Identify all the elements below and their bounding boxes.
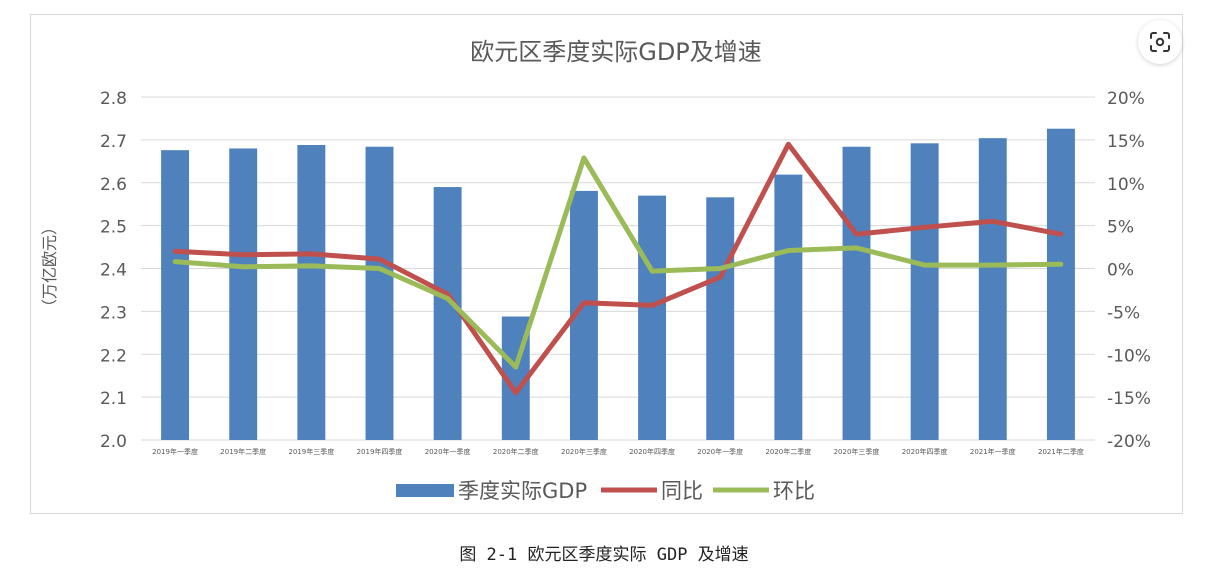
x-tick-label: 2019年二季度 [220, 447, 266, 456]
gdp-bar [161, 150, 190, 441]
y2-tick-label: 15% [1107, 132, 1145, 152]
y-axis-title: （万亿欧元） [40, 219, 59, 315]
y2-axis-ticks: -20% -15% -10% -5% 0% 5% 10% 15% 20% [1107, 89, 1151, 452]
chart-frame: 欧元区季度实际GDP及增速 （万亿欧元） 2.0 2.1 2.2 2.3 2.4 2.5 2… [30, 14, 1183, 514]
y-tick-label: 2.3 [100, 303, 127, 323]
x-tick-label: 2019年一季度 [152, 447, 198, 456]
y-tick-label: 2.1 [100, 389, 127, 409]
gdp-bar [978, 138, 1007, 440]
y-tick-label: 2.7 [100, 132, 127, 152]
x-tick-label: 2020年四季度 [629, 447, 675, 456]
qoq-line [172, 155, 1064, 370]
x-axis-ticks: 2019年一季度 2019年二季度 2019年三季度 2019年四季度 2020年一季度… [152, 447, 1084, 456]
x-tick-label: 2020年二季度 [493, 447, 539, 456]
bar-series [161, 128, 1075, 441]
x-tick-label: 2019年四季度 [357, 447, 403, 456]
gdp-bar [433, 187, 462, 440]
gdp-bar [638, 195, 667, 440]
gdp-bar [1046, 128, 1075, 440]
y-tick-label: 2.2 [100, 346, 127, 366]
y2-tick-label: -15% [1107, 389, 1151, 409]
legend-label-qoq: 环比 [773, 479, 815, 503]
gdp-bar [910, 143, 939, 440]
y2-tick-label: 0% [1107, 261, 1134, 281]
gdp-bar [229, 148, 258, 440]
y2-tick-label: -10% [1107, 346, 1151, 366]
visual-search-button[interactable] [1138, 20, 1182, 64]
legend: 季度实际GDP 同比 环比 [396, 479, 815, 503]
x-tick-label: 2020年三季度 [561, 447, 607, 456]
x-tick-label: 2020年一季度 [697, 447, 743, 456]
y-tick-label: 2.5 [100, 218, 127, 238]
x-tick-label: 2019年三季度 [288, 447, 334, 456]
legend-swatch-gdp [396, 484, 454, 497]
gdp-bar [842, 146, 871, 441]
figure-caption: 图 2-1 欧元区季度实际 GDP 及增速 [459, 545, 749, 565]
y-tick-label: 2.8 [100, 89, 127, 109]
chart-title: 欧元区季度实际GDP及增速 [470, 38, 762, 66]
yoy-line [172, 141, 1064, 396]
y-tick-label: 2.4 [100, 261, 127, 281]
x-tick-label: 2020年三季度 [834, 447, 880, 456]
chart-svg: 欧元区季度实际GDP及增速 （万亿欧元） 2.02.12.22.32.42.52… [40, 38, 1151, 503]
x-tick-label: 2021年二季度 [1038, 447, 1084, 456]
legend-label-yoy: 同比 [661, 479, 703, 503]
x-tick-label: 2020年一季度 [425, 447, 471, 456]
x-tick-label: 2020年四季度 [902, 447, 948, 456]
y2-tick-label: -5% [1107, 303, 1140, 323]
y2-tick-label: -20% [1107, 432, 1151, 452]
y-tick-label: 2.0 [100, 432, 127, 452]
y2-tick-label: 5% [1107, 218, 1134, 238]
visual-search-icon [1150, 32, 1170, 52]
y-tick-label: 2.6 [100, 175, 127, 195]
gdp-bar [706, 197, 735, 440]
gdp-bar [297, 145, 326, 440]
gdp-bar [774, 174, 803, 440]
y2-tick-label: 10% [1107, 175, 1145, 195]
gdp-bar [365, 146, 394, 441]
x-tick-label: 2020年二季度 [765, 447, 811, 456]
x-tick-label: 2021年一季度 [970, 447, 1016, 456]
legend-label-gdp: 季度实际GDP [458, 479, 587, 503]
line-series [172, 141, 1064, 396]
y-axis-ticks: 2.0 2.1 2.2 2.3 2.4 2.5 2.6 2.7 2.8 [100, 89, 127, 452]
y2-tick-label: 20% [1107, 89, 1145, 109]
